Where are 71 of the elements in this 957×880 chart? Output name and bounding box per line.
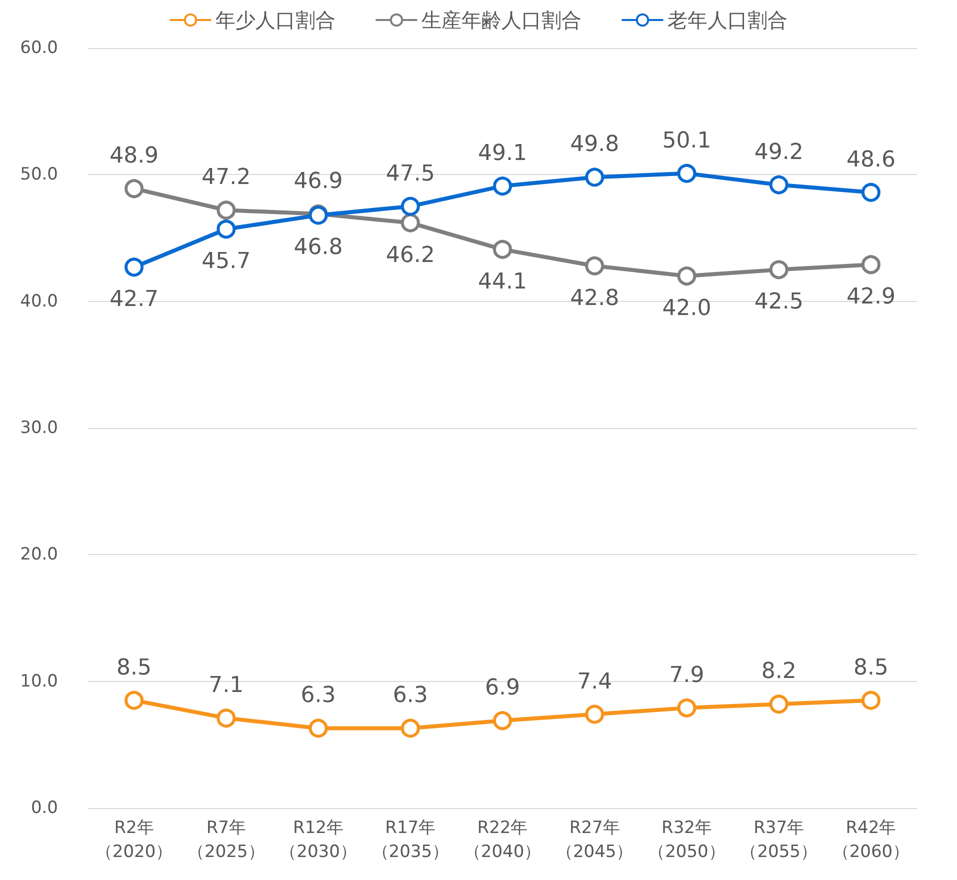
point xyxy=(124,690,144,710)
point xyxy=(216,708,236,728)
point xyxy=(493,240,512,259)
data-label: 49.8 xyxy=(570,132,620,158)
data-label: 6.3 xyxy=(300,683,336,708)
y-tick-label: 30.0 xyxy=(20,418,58,438)
point xyxy=(493,711,512,730)
point xyxy=(677,164,696,183)
y-tick-label: 40.0 xyxy=(20,291,58,312)
data-label: 50.1 xyxy=(662,128,712,154)
data-label: 48.9 xyxy=(110,144,159,169)
data-label: 45.7 xyxy=(202,249,251,274)
x-tick-label: R2年（2020） xyxy=(95,818,173,862)
data-label: 7.4 xyxy=(577,669,612,694)
data-label: 47.2 xyxy=(202,165,251,190)
point xyxy=(493,176,512,196)
data-label: 42.8 xyxy=(570,286,620,311)
point xyxy=(124,258,144,277)
data-label: 6.3 xyxy=(392,683,428,708)
data-label: 42.7 xyxy=(110,287,159,312)
x-tick-label: R7年（2025） xyxy=(188,818,265,862)
data-label: 47.5 xyxy=(386,161,435,186)
y-tick-label: 50.0 xyxy=(20,164,58,185)
data-label: 42.9 xyxy=(846,284,896,310)
legend-label: 老年人口割合 xyxy=(668,8,788,32)
data-label: 44.1 xyxy=(478,269,527,294)
point xyxy=(769,175,788,194)
point xyxy=(216,200,236,220)
data-label: 8.2 xyxy=(761,659,796,684)
x-tick-label: R17年（2035） xyxy=(372,818,450,862)
point xyxy=(216,220,236,239)
data-label: 46.8 xyxy=(294,235,343,260)
point xyxy=(308,718,328,738)
point xyxy=(585,704,604,724)
point xyxy=(861,690,880,710)
y-tick-label: 10.0 xyxy=(20,671,58,692)
x-tick-label: R27年（2045） xyxy=(556,818,634,862)
data-label: 42.0 xyxy=(662,296,712,321)
x-tick-label: R22年（2040） xyxy=(464,818,542,862)
y-tick-label: 0.0 xyxy=(30,798,58,818)
x-tick-label: R42年（2060） xyxy=(832,818,910,862)
x-tick-label: R37年（2055） xyxy=(740,818,818,862)
data-label: 6.9 xyxy=(485,676,520,701)
point xyxy=(585,168,604,187)
point xyxy=(769,260,788,280)
point xyxy=(677,698,696,718)
point xyxy=(124,179,144,198)
data-label: 8.5 xyxy=(853,655,888,680)
legend-label: 年少人口割合 xyxy=(216,8,336,32)
data-label: 48.6 xyxy=(846,147,896,172)
point xyxy=(400,196,420,216)
y-tick-label: 20.0 xyxy=(20,544,58,565)
point xyxy=(769,694,788,714)
point xyxy=(861,182,880,202)
legend-label: 生産年齢人口割合 xyxy=(422,8,582,32)
data-label: 42.5 xyxy=(754,290,804,315)
data-label: 7.9 xyxy=(669,662,704,688)
data-label: 8.5 xyxy=(116,655,152,680)
x-tick-label: R32年（2050） xyxy=(648,818,726,862)
data-label: 46.2 xyxy=(386,242,435,268)
x-tick-label: R12年（2030） xyxy=(280,818,357,862)
point xyxy=(400,213,420,232)
point xyxy=(585,256,604,276)
point xyxy=(861,255,880,274)
data-label: 49.1 xyxy=(478,141,527,166)
point xyxy=(400,718,420,738)
point xyxy=(677,266,696,286)
data-label: 49.2 xyxy=(754,140,804,165)
data-label: 46.9 xyxy=(294,168,343,194)
y-tick-label: 60.0 xyxy=(20,38,58,58)
data-label: 7.1 xyxy=(208,673,244,698)
